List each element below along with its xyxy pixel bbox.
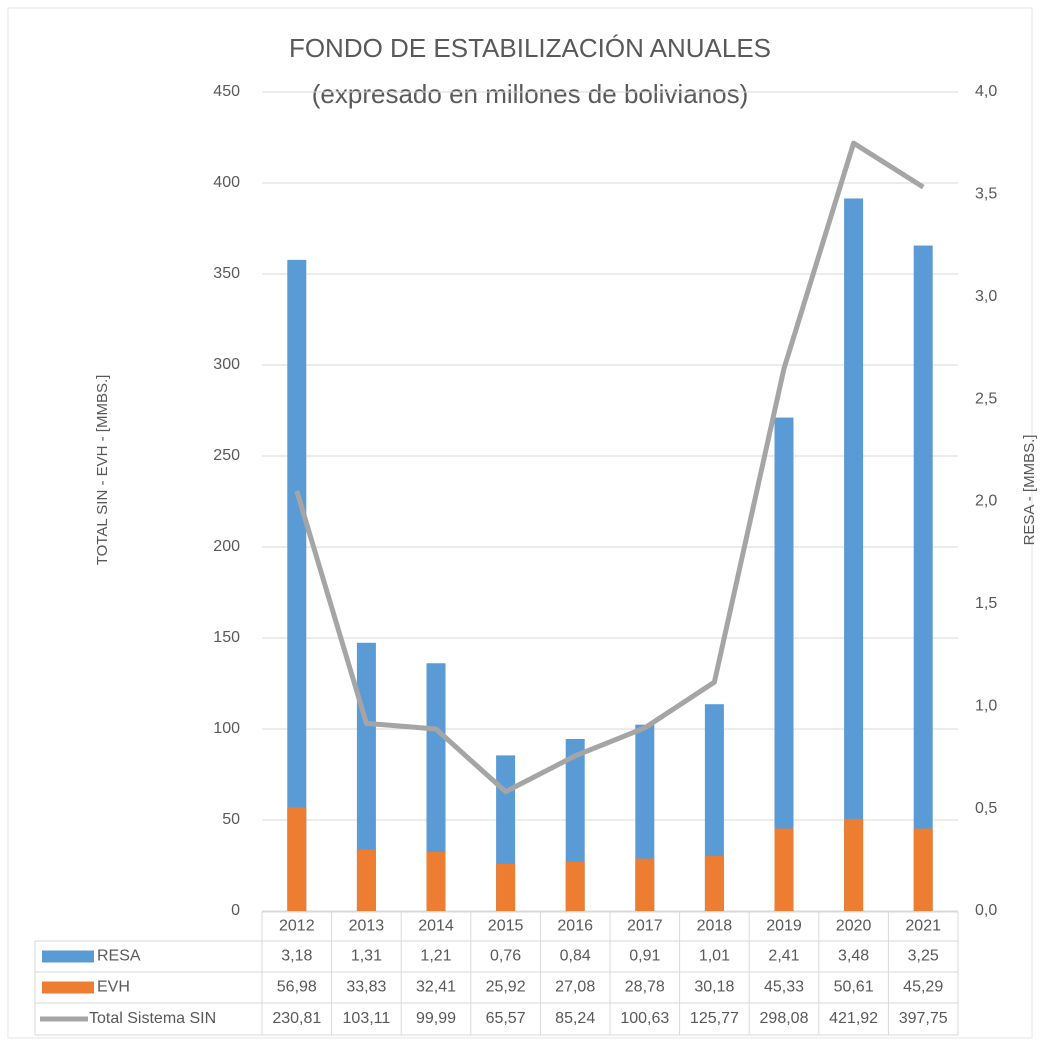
y-tick-label: 200 — [213, 538, 240, 555]
bar — [774, 828, 794, 911]
bar — [635, 858, 655, 911]
legend-label: Total Sistema SIN — [89, 1010, 216, 1027]
bar — [913, 245, 933, 911]
table-value: 50,61 — [834, 979, 874, 996]
table-value: 230,81 — [272, 1010, 321, 1027]
table-value: 45,29 — [903, 979, 943, 996]
chart-title: FONDO DE ESTABILIZACIÓN ANUALES — [289, 33, 771, 63]
y2-tick-label: 0,0 — [975, 902, 997, 919]
legend-label: EVH — [97, 979, 130, 996]
bar — [356, 849, 376, 911]
table-value: 103,11 — [343, 1010, 391, 1027]
y-tick-label: 50 — [222, 811, 240, 828]
table-value: 65,57 — [486, 1010, 526, 1027]
bar — [287, 259, 307, 911]
table-value: 45,33 — [764, 979, 804, 996]
table-value: 2,41 — [768, 948, 799, 965]
bar — [913, 828, 933, 911]
table-value: 298,08 — [760, 1010, 809, 1027]
x-tick-label: 2019 — [766, 918, 802, 935]
y-tick-label: 150 — [213, 629, 240, 646]
bar — [287, 807, 307, 911]
legend-label: RESA — [97, 948, 141, 965]
table-value: 397,75 — [899, 1010, 948, 1027]
y-tick-label: 400 — [213, 174, 240, 191]
table-value: 1,31 — [351, 948, 382, 965]
table-value: 85,24 — [555, 1010, 595, 1027]
y-tick-label: 450 — [213, 83, 240, 100]
x-tick-label: 2013 — [349, 918, 385, 935]
table-value: 33,83 — [346, 979, 386, 996]
table-value: 1,01 — [699, 948, 730, 965]
table-value: 27,08 — [555, 979, 595, 996]
bar — [844, 198, 864, 912]
y2-tick-label: 2,5 — [975, 390, 997, 407]
table-value: 3,25 — [908, 948, 939, 965]
y2-tick-label: 0,5 — [975, 800, 997, 817]
x-tick-label: 2014 — [418, 918, 454, 935]
table-value: 3,18 — [281, 948, 312, 965]
y2-tick-label: 1,0 — [975, 697, 997, 714]
table-value: 125,77 — [690, 1010, 739, 1027]
table-value: 25,92 — [486, 979, 526, 996]
y2-tick-label: 2,0 — [975, 493, 997, 510]
y-tick-label: 250 — [213, 447, 240, 464]
y-tick-label: 0 — [231, 902, 240, 919]
table-value: 28,78 — [625, 979, 665, 996]
y2-tick-label: 3,5 — [975, 186, 997, 203]
x-tick-label: 2015 — [488, 918, 524, 935]
y2-axis-title: RESA - [MMBS.] — [1021, 435, 1038, 546]
x-tick-label: 2020 — [836, 918, 872, 935]
x-tick-label: 2021 — [905, 918, 941, 935]
table-value: 99,99 — [416, 1010, 456, 1027]
x-tick-label: 2017 — [627, 918, 663, 935]
y2-tick-label: 3,0 — [975, 288, 997, 305]
y-tick-label: 100 — [213, 720, 240, 737]
bar — [496, 863, 516, 911]
table-value: 0,76 — [490, 948, 521, 965]
bar — [426, 852, 446, 911]
y-tick-label: 300 — [213, 356, 240, 373]
table-value: 30,18 — [694, 979, 734, 996]
bar — [426, 663, 446, 911]
bar — [774, 417, 794, 911]
y2-tick-label: 4,0 — [975, 83, 997, 100]
y-tick-label: 350 — [213, 265, 240, 282]
chart-subtitle: (expresado en millones de bolivianos) — [312, 79, 748, 109]
table-value: 100,63 — [620, 1010, 669, 1027]
table-value: 0,84 — [560, 948, 591, 965]
table-value: 0,91 — [629, 948, 660, 965]
y2-tick-label: 1,5 — [975, 595, 997, 612]
bar — [844, 818, 864, 911]
table-value: 56,98 — [277, 979, 317, 996]
line — [294, 140, 925, 795]
y-axis-title: TOTAL SIN - EVH - [MMBS.] — [94, 375, 111, 566]
x-tick-label: 2016 — [557, 918, 593, 935]
table-value: 1,21 — [420, 948, 451, 965]
bar — [704, 856, 724, 911]
x-tick-label: 2018 — [697, 918, 733, 935]
chart-border — [7, 7, 1033, 1039]
legend-key — [42, 950, 94, 963]
x-tick-label: 2012 — [279, 918, 315, 935]
table-value: 3,48 — [838, 948, 869, 965]
legend-key — [42, 981, 94, 994]
table-value: 421,92 — [829, 1010, 878, 1027]
bar — [565, 861, 585, 911]
table-value: 32,41 — [416, 979, 456, 996]
